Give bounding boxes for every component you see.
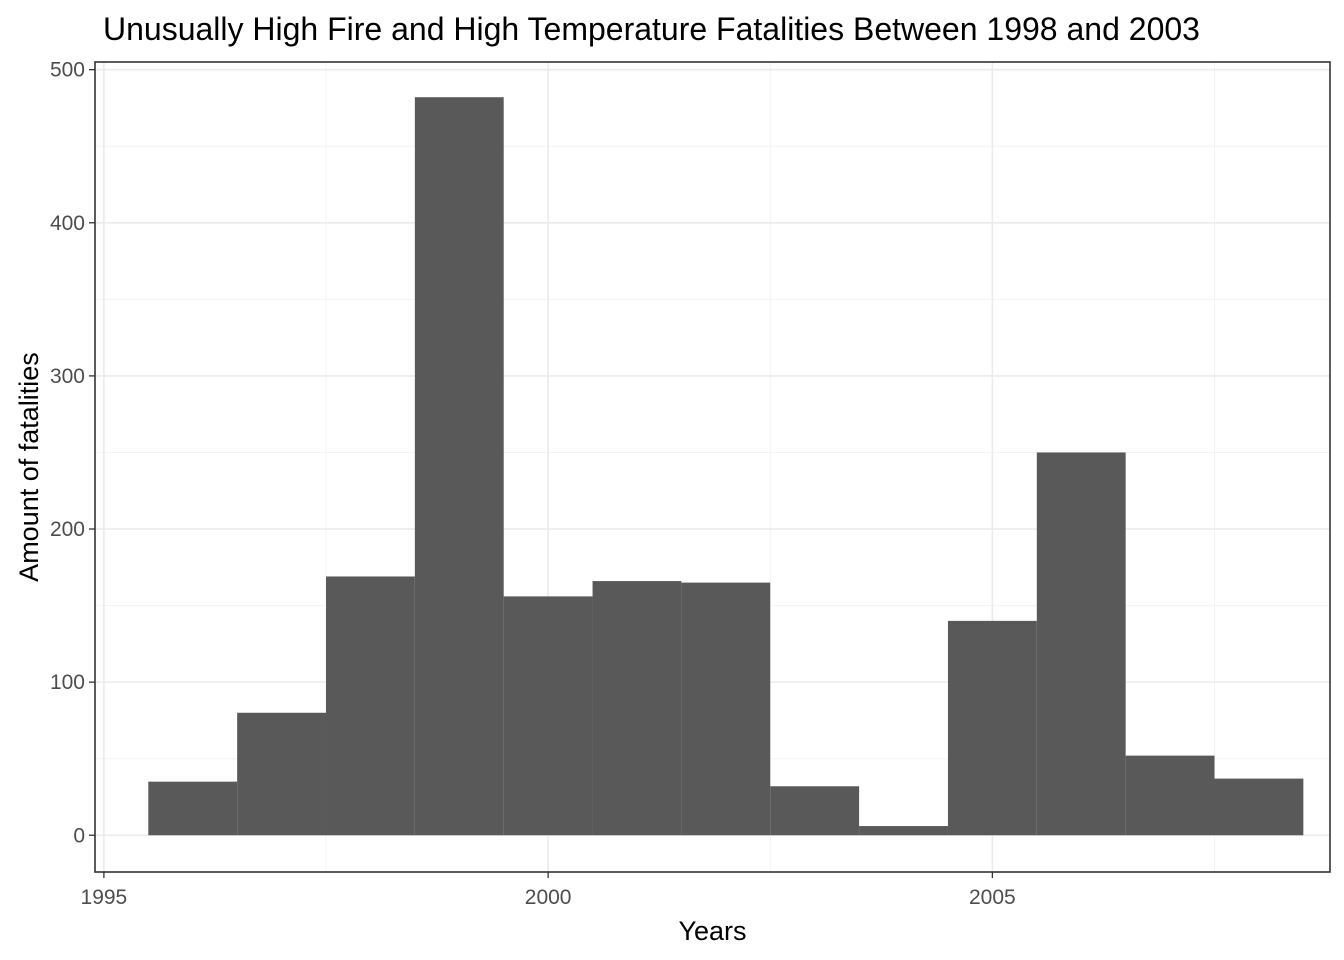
y-tick-label: 400 xyxy=(50,212,85,235)
histogram-bar xyxy=(1214,778,1304,836)
x-tick-label: 2005 xyxy=(969,886,1016,909)
histogram-bar xyxy=(681,582,771,836)
histogram-bar xyxy=(770,786,860,836)
x-axis-title: Years xyxy=(678,916,746,946)
y-tick-label: 100 xyxy=(50,671,85,694)
histogram-bar xyxy=(503,596,593,836)
histogram-bar xyxy=(148,781,238,836)
histogram-bar xyxy=(592,581,682,836)
y-tick-label: 200 xyxy=(50,518,85,541)
x-tick-label: 1995 xyxy=(81,886,128,909)
histogram-bar xyxy=(859,826,948,836)
panel-border xyxy=(94,61,1331,873)
x-tick-label: 2000 xyxy=(525,886,572,909)
y-axis-title: Amount of fatalities xyxy=(14,352,44,582)
histogram-bar xyxy=(237,712,327,836)
histogram-bar xyxy=(1036,452,1126,836)
bars-layer xyxy=(148,97,1304,836)
y-tick-label: 0 xyxy=(73,824,85,847)
histogram-bar xyxy=(326,576,415,836)
histogram-bar xyxy=(414,97,504,836)
histogram-bar xyxy=(1125,755,1215,836)
y-tick-label: 300 xyxy=(50,365,85,388)
y-tick-label: 500 xyxy=(50,59,85,82)
histogram-bar xyxy=(947,620,1037,836)
ticks-layer: 1995 2000 2005 0 100 200 300 400 500 xyxy=(50,59,1016,909)
chart-title: Unusually High Fire and High Temperature… xyxy=(103,11,1200,47)
